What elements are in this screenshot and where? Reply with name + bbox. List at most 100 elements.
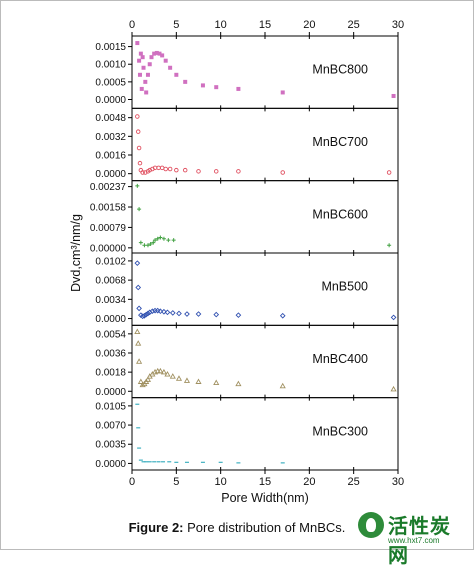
data-point (137, 207, 142, 212)
data-point (143, 311, 150, 318)
y-tick-label: 0.0018 (95, 368, 126, 379)
data-point (280, 170, 285, 175)
data-point (167, 166, 173, 172)
data-point (196, 169, 201, 174)
data-point (139, 381, 146, 388)
data-point (157, 51, 162, 56)
data-point (279, 382, 286, 389)
data-point (135, 41, 140, 46)
data-point (149, 55, 154, 60)
data-point (183, 79, 188, 84)
y-tick-label: 0.0000 (95, 169, 126, 180)
data-point (214, 85, 219, 90)
data-point (145, 72, 150, 77)
data-point (174, 72, 179, 77)
data-point (164, 371, 171, 377)
y-tick-label: 0.0054 (95, 329, 126, 340)
data-point (134, 260, 141, 267)
series-label-mnbc700: MnBC700 (312, 135, 368, 149)
data-point (157, 367, 164, 374)
data-point (139, 313, 146, 320)
y-tick-label: 0.0102 (95, 256, 126, 267)
y-tick-label: 0.0068 (95, 276, 126, 287)
data-point (182, 167, 188, 173)
data-point (175, 375, 183, 381)
data-point (195, 378, 202, 384)
data-point (139, 86, 144, 91)
data-point (144, 376, 152, 382)
data-point (213, 311, 220, 318)
data-point (138, 51, 143, 56)
data-point (137, 58, 142, 63)
data-point (235, 380, 242, 387)
top-x-tick-label: 30 (392, 19, 404, 31)
y-tick-label: 0.0016 (95, 151, 126, 162)
data-point (158, 235, 163, 240)
data-point (137, 72, 142, 77)
watermark: 活性炭网 www.hxt7.com (358, 510, 468, 567)
data-point (135, 129, 141, 134)
data-point (137, 378, 144, 384)
y-tick-label: 0.00000 (90, 243, 127, 254)
data-point (213, 169, 219, 174)
data-point (151, 240, 156, 245)
data-point (386, 170, 392, 175)
data-point (390, 385, 397, 392)
y-tick-label: 0.0000 (95, 387, 126, 398)
data-point (174, 167, 179, 173)
data-point (157, 308, 164, 315)
y-tick-label: 0.0035 (95, 440, 126, 451)
data-point (164, 309, 171, 316)
x-tick-label: 25 (348, 476, 360, 488)
y-axis-label: Dvd,cm³/nm/g (69, 214, 83, 292)
series-label-mnbc600: MnBC600 (312, 207, 368, 221)
x-axis-label: Pore Width(nm) (221, 491, 309, 505)
data-point (390, 314, 397, 321)
data-point (135, 114, 140, 119)
data-point (154, 50, 159, 55)
top-x-tick-label: 10 (215, 19, 227, 31)
data-point (280, 90, 285, 95)
y-tick-label: 0.0015 (95, 42, 126, 53)
x-tick-label: 20 (303, 476, 315, 488)
figure-caption: Figure 2: Pore distribution of MnBCs. (0, 520, 474, 535)
data-point (169, 373, 176, 379)
data-point (140, 170, 145, 175)
data-point (279, 312, 286, 319)
data-point (235, 312, 242, 318)
data-point (153, 238, 158, 243)
series-label-mnbc400: MnBC400 (312, 352, 368, 366)
data-point (141, 65, 146, 70)
y-tick-label: 0.0010 (95, 60, 126, 71)
top-x-tick-label: 15 (259, 19, 271, 31)
data-point (138, 240, 143, 245)
data-point (136, 358, 143, 364)
data-point (171, 238, 176, 243)
y-tick-label: 0.0000 (95, 459, 126, 470)
x-tick-label: 0 (129, 476, 135, 488)
data-point (166, 238, 171, 243)
data-point (184, 311, 190, 317)
data-point (161, 308, 167, 315)
x-tick-label: 15 (259, 476, 271, 488)
watermark-url: www.hxt7.com (388, 536, 440, 545)
data-point (137, 160, 143, 166)
data-point (152, 51, 157, 56)
x-tick-label: 5 (173, 476, 179, 488)
data-point (142, 243, 147, 248)
data-point (135, 284, 142, 291)
data-point (147, 62, 152, 67)
data-point (195, 311, 202, 317)
data-point (143, 79, 148, 84)
data-point (236, 86, 241, 91)
figure-border (0, 0, 474, 550)
data-point (134, 328, 141, 334)
data-point (387, 243, 392, 248)
top-x-tick-label: 25 (348, 19, 360, 31)
data-point (136, 305, 142, 312)
y-tick-label: 0.0048 (95, 113, 126, 124)
data-point (136, 145, 142, 151)
data-point (213, 379, 220, 386)
data-point (160, 53, 165, 58)
